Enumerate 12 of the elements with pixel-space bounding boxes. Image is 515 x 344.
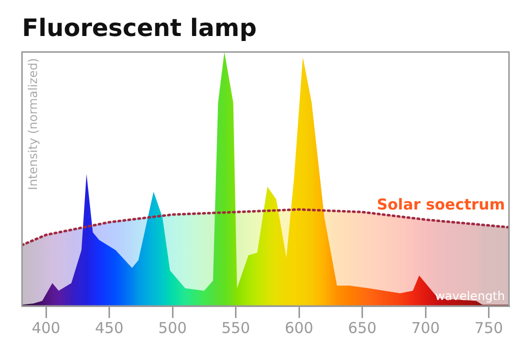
x-tick-label: 650 xyxy=(348,318,377,337)
x-axis-title: wavelength xyxy=(435,289,505,304)
chart-title: Fluorescent lamp xyxy=(22,14,257,42)
x-tick-label: 400 xyxy=(32,318,60,337)
x-tick-label: 750 xyxy=(474,318,504,337)
x-tick-label: 700 xyxy=(411,318,440,337)
x-tick-label: 500 xyxy=(158,318,187,337)
y-axis-title: Intensity (normalized) xyxy=(26,58,40,190)
x-tick-label: 450 xyxy=(94,318,124,337)
x-tick-label: 600 xyxy=(284,318,314,337)
x-tick-label: 550 xyxy=(221,318,250,337)
series-label: Solar soectrum xyxy=(376,196,505,214)
